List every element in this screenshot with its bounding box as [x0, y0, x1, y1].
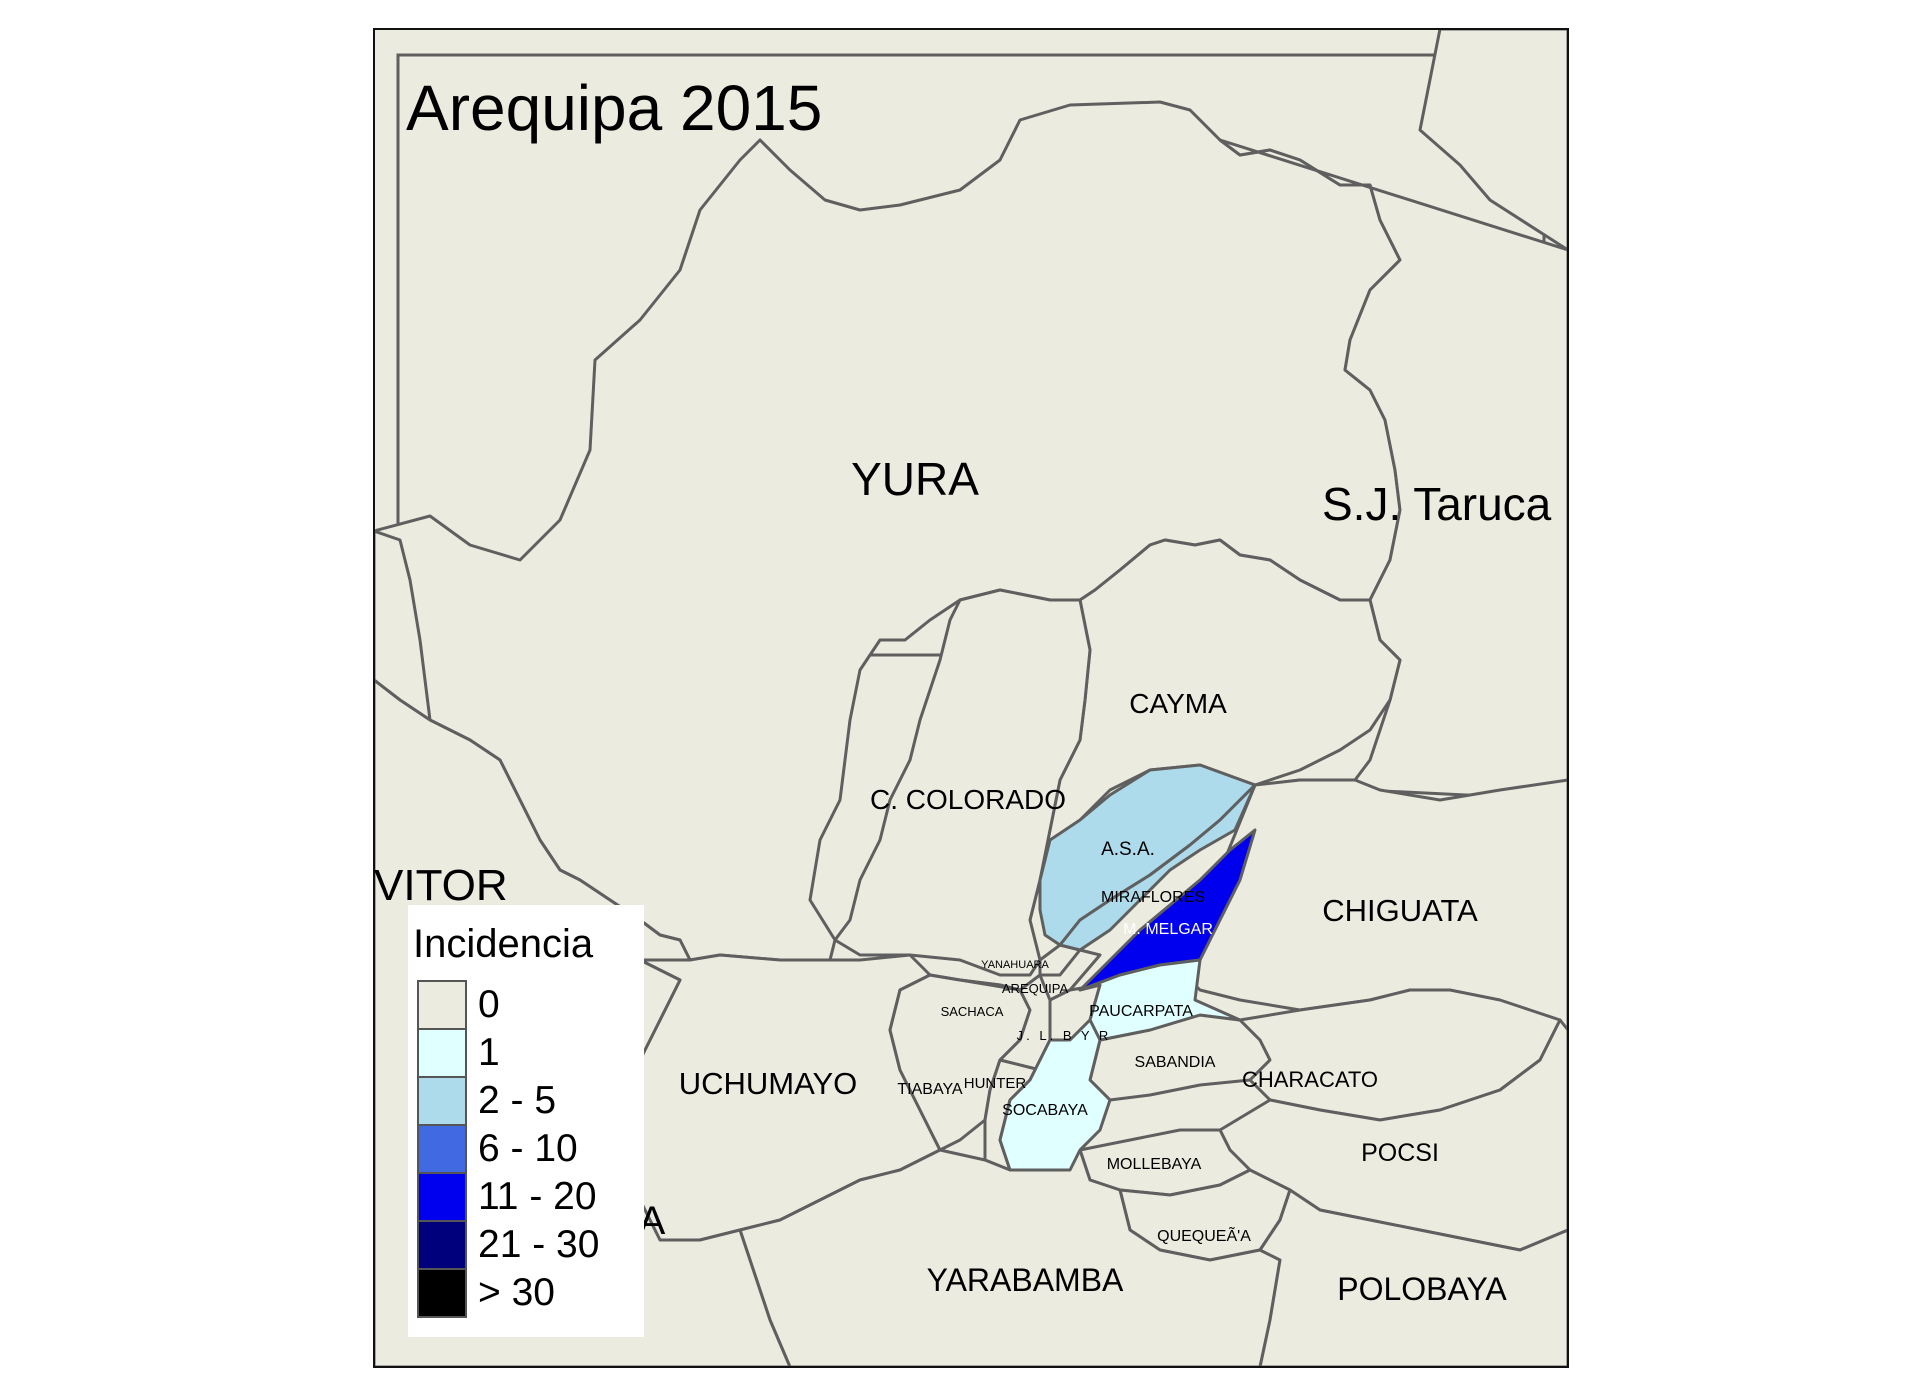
label-characato: CHARACATO [1242, 1067, 1378, 1092]
label-quequena: QUEQUEÃ'A [1157, 1225, 1251, 1245]
label-yanahuara: YANAHUARA [981, 959, 1049, 971]
label-yura: YURA [851, 453, 979, 505]
map-title: Arequipa 2015 [406, 72, 822, 144]
label-sabandia: SABANDIA [1135, 1054, 1216, 1071]
district-miraflores [1058, 783, 1257, 952]
label-jlbyr: J. L. B Y R [1017, 1028, 1112, 1043]
legend-label-1: 1 [478, 1031, 500, 1074]
legend-swatch-6 [417, 1268, 467, 1318]
label-uchumayo: UCHUMAYO [679, 1066, 858, 1101]
legend-swatch-5 [417, 1220, 467, 1270]
label-cayma: CAYMA [1129, 688, 1227, 719]
label-socabaya: SOCABAYA [1002, 1102, 1088, 1119]
legend-label-2: 2 - 5 [478, 1079, 556, 1122]
label-chiguata: CHIGUATA [1322, 893, 1478, 928]
label-asa: A.S.A. [1101, 839, 1155, 860]
label-miraflores: MIRAFLORES [1101, 889, 1205, 906]
legend-label-5: 21 - 30 [478, 1223, 599, 1266]
legend: Incidencia 0 1 2 - 5 6 - 10 11 - 20 21 - 30 > … [408, 905, 644, 1337]
label-pocsi: POCSI [1361, 1139, 1439, 1167]
label-cerro-colorado: C. COLORADO [870, 784, 1066, 815]
label-polobaya: POLOBAYA [1337, 1271, 1507, 1307]
district-paucarpata [1078, 958, 1242, 1042]
label-sj-tarucani: S.J. Taruca [1322, 478, 1552, 530]
legend-label-3: 6 - 10 [478, 1127, 578, 1170]
legend-swatch-1 [417, 1028, 467, 1078]
label-yarabamba: YARABAMBA [927, 1262, 1124, 1298]
label-vitor: VITOR [374, 861, 508, 910]
district-socabaya [998, 1018, 1112, 1172]
district-polobaya [1258, 1188, 1568, 1367]
legend-swatch-0 [417, 980, 467, 1030]
label-paucarpata: PAUCARPATA [1089, 1003, 1193, 1020]
legend-label-4: 11 - 20 [478, 1175, 597, 1218]
label-melgar: M. MELGAR [1123, 921, 1213, 938]
map-frame-border [373, 28, 1569, 1368]
legend-swatch-4 [417, 1172, 467, 1222]
legend-label-6: > 30 [478, 1271, 555, 1314]
label-arequipa: AREQUIPA [1002, 981, 1069, 996]
label-hunter: HUNTER [964, 1075, 1027, 1092]
legend-title: Incidencia [413, 922, 594, 966]
legend-swatch-3 [417, 1124, 467, 1174]
label-tiabaya: TIABAYA [897, 1081, 963, 1098]
label-sachaca: SACHACA [941, 1004, 1004, 1019]
legend-label-0: 0 [478, 983, 500, 1026]
legend-swatch-2 [417, 1076, 467, 1126]
district-cerro-colorado [833, 588, 1092, 977]
label-mollebaya: MOLLEBAYA [1107, 1156, 1202, 1173]
